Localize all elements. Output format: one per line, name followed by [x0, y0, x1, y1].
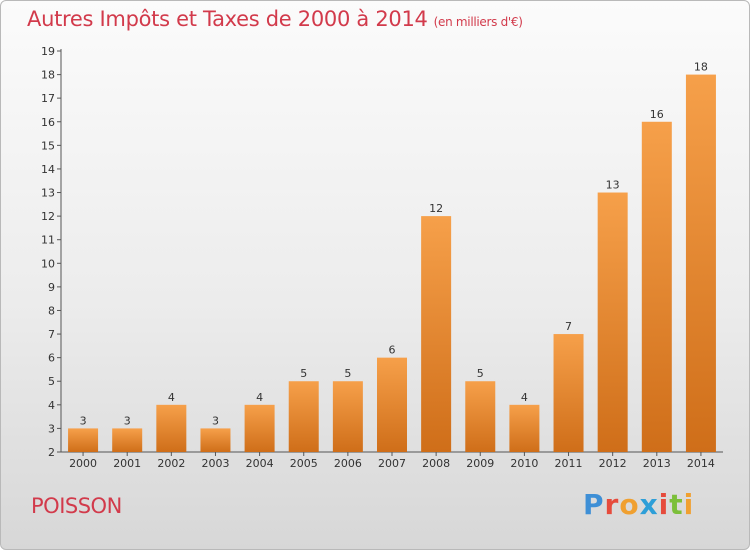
- bars: [68, 74, 716, 453]
- y-tick-label: 5: [48, 375, 55, 388]
- bar: [685, 74, 716, 453]
- bar: [112, 428, 143, 452]
- bar: [509, 404, 540, 452]
- bar-value-label: 6: [389, 344, 396, 357]
- y-tick-label: 17: [41, 92, 55, 105]
- y-tick-label: 19: [41, 45, 55, 58]
- y-tick-label: 3: [48, 422, 55, 435]
- y-tick-label: 12: [41, 210, 55, 223]
- logo-letter: t: [669, 488, 684, 521]
- chart-subtitle: (en milliers d'€): [433, 15, 523, 29]
- chart-title-text: Autres Impôts et Taxes de 2000 à 2014: [27, 7, 428, 31]
- x-tick-label: 2001: [113, 457, 141, 470]
- logo-letter: x: [639, 488, 659, 521]
- bar-value-label: 4: [521, 391, 528, 404]
- bar: [553, 334, 584, 452]
- y-tick-label: 4: [48, 399, 55, 412]
- y-tick-label: 8: [48, 304, 55, 317]
- x-tick-label: 2014: [687, 457, 715, 470]
- x-tick-label: 2005: [290, 457, 318, 470]
- bar: [641, 121, 672, 452]
- value-labels: 3 3 4 3 4 5 5 6 12 5 4 7 13 16 18: [80, 61, 708, 428]
- bar-value-label: 12: [429, 202, 443, 215]
- chart-title: Autres Impôts et Taxes de 2000 à 2014 (en…: [27, 7, 523, 31]
- x-tick-label: 2003: [201, 457, 229, 470]
- y-tick-label: 9: [48, 281, 55, 294]
- y-tick-label: 18: [41, 69, 55, 82]
- logo-letter: o: [619, 488, 640, 521]
- bar: [156, 404, 187, 452]
- y-tick-label: 11: [41, 234, 55, 247]
- bar-value-label: 4: [256, 391, 263, 404]
- bar-value-label: 13: [606, 179, 620, 192]
- y-tick-label: 16: [41, 116, 55, 129]
- y-tick-label: 10: [41, 257, 55, 270]
- bar-value-label: 3: [124, 414, 131, 427]
- x-tick-label: 2008: [422, 457, 450, 470]
- bar-value-label: 16: [650, 108, 664, 121]
- x-tick-label: 2009: [466, 457, 494, 470]
- proxiti-logo: Proxiti: [583, 488, 694, 521]
- x-tick-label: 2000: [69, 457, 97, 470]
- y-tick-label: 13: [41, 187, 55, 200]
- bar-value-label: 5: [477, 367, 484, 380]
- bar: [288, 381, 319, 452]
- logo-letter: i: [683, 488, 695, 521]
- x-tick-label: 2006: [334, 457, 362, 470]
- y-tick-label: 6: [48, 352, 55, 365]
- bar: [332, 381, 363, 452]
- logo-letter: r: [604, 488, 620, 521]
- bar: [465, 381, 496, 452]
- x-tick-label: 2011: [555, 457, 583, 470]
- bar: [597, 192, 628, 452]
- bar-value-label: 3: [212, 414, 219, 427]
- y-tick-label: 14: [41, 163, 55, 176]
- bar-value-label: 7: [565, 320, 572, 333]
- bar-value-label: 5: [300, 367, 307, 380]
- x-tick-label: 2012: [599, 457, 627, 470]
- bar-value-label: 3: [80, 414, 87, 427]
- y-tick-label: 15: [41, 139, 55, 152]
- x-tick-label: 2013: [643, 457, 671, 470]
- bar-value-label: 5: [344, 367, 351, 380]
- bar: [68, 428, 99, 452]
- place-name: POISSON: [31, 494, 122, 518]
- y-tick-label: 2: [48, 446, 55, 459]
- logo-letter: P: [583, 488, 605, 521]
- bar: [377, 357, 407, 452]
- axes: 2 3 4 5 6 7 8 9 10 11 12 13 14 15 16 17 18 19 2000 2001 2002…: [41, 45, 723, 470]
- y-tick-label: 7: [48, 328, 55, 341]
- x-tick-label: 2010: [510, 457, 538, 470]
- bar: [244, 404, 275, 452]
- x-tick-label: 2004: [246, 457, 274, 470]
- bar-value-label: 4: [168, 391, 175, 404]
- logo-letter: i: [658, 488, 670, 521]
- x-tick-label: 2002: [157, 457, 185, 470]
- bar: [200, 428, 231, 452]
- bar-value-label: 18: [694, 61, 708, 74]
- bar: [421, 216, 452, 452]
- x-tick-label: 2007: [378, 457, 406, 470]
